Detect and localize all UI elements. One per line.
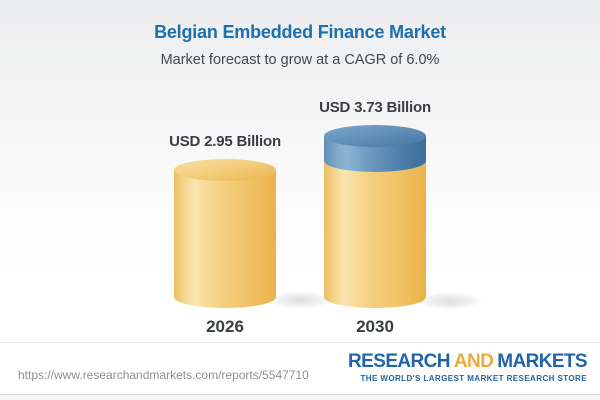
footer-separator — [0, 342, 600, 343]
category-label-2030: 2030 — [356, 317, 394, 336]
report-url: https://www.researchandmarkets.com/repor… — [18, 368, 309, 382]
bottom-edge-strip — [0, 395, 600, 400]
logo-word-markets: MARKETS — [497, 351, 587, 372]
value-label-2026: USD 2.95 Billion — [169, 133, 281, 150]
logo-word-and: AND — [453, 351, 494, 372]
page-subtitle: Market forecast to grow at a CAGR of 6.0… — [160, 52, 440, 68]
cylinder-2026-shadow — [267, 291, 333, 309]
cylinder-2030-gold-segment — [324, 161, 426, 308]
cylinder-2030-shadow — [417, 292, 483, 310]
cylinder-2030 — [324, 125, 426, 308]
page-title: Belgian Embedded Finance Market — [154, 22, 446, 42]
cylinder-2026-cap — [174, 159, 276, 181]
logo-wordmark: RESEARCH AND MARKETS — [348, 351, 588, 372]
category-label-2026: 2026 — [206, 317, 244, 336]
cylinder-2026 — [174, 159, 276, 308]
cylinder-2030-cap — [324, 125, 426, 147]
value-label-2030: USD 3.73 Billion — [319, 99, 431, 116]
research-and-markets-logo: RESEARCH AND MARKETS THE WORLD'S LARGEST M… — [348, 351, 588, 383]
cylinder-2026-body — [174, 170, 276, 308]
footer: https://www.researchandmarkets.com/repor… — [0, 343, 600, 394]
bottom-edge-line — [0, 394, 600, 395]
logo-word-research: RESEARCH — [348, 351, 450, 372]
logo-tagline: THE WORLD'S LARGEST MARKET RESEARCH STOR… — [360, 374, 587, 383]
